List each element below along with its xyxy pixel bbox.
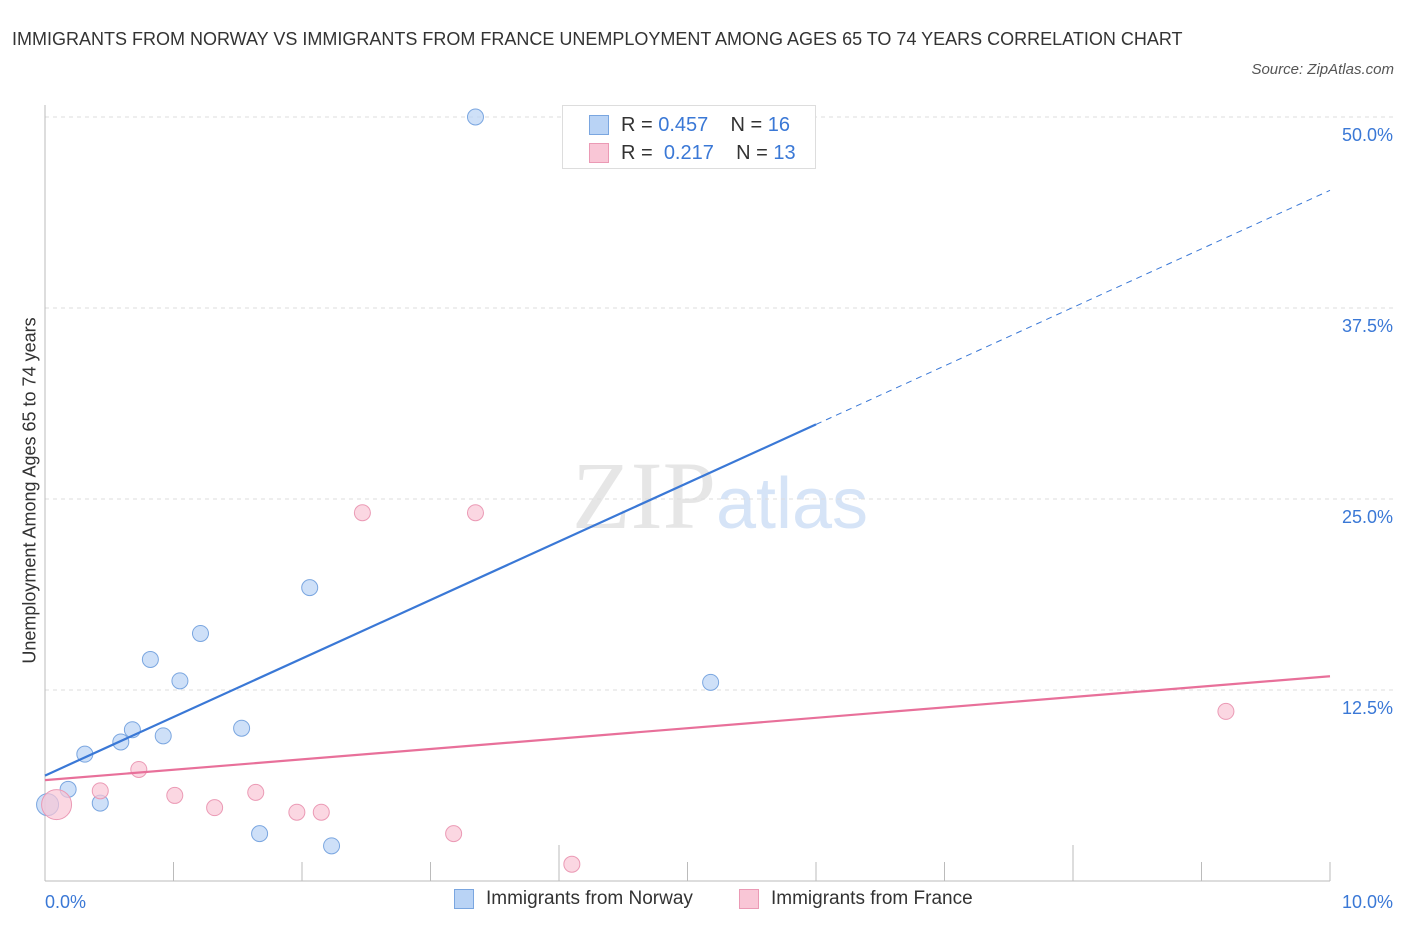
- watermark: ZIPatlas: [572, 442, 868, 549]
- y-axis-label: Unemployment Among Ages 65 to 74 years: [19, 317, 40, 664]
- norway-point: [301, 579, 319, 597]
- y-tick-label: 12.5%: [1342, 698, 1393, 718]
- norway-point: [323, 837, 341, 855]
- france-point: [466, 504, 484, 522]
- legend: R = 0.457 N = 16 R = 0.217 N = 13: [562, 105, 816, 169]
- y-tick-label: 37.5%: [1342, 316, 1393, 336]
- norway-point: [141, 650, 159, 668]
- y-tick-label: 25.0%: [1342, 507, 1393, 527]
- france-point: [166, 786, 184, 804]
- norway-trendline-extension: [815, 189, 1331, 425]
- norway-point: [171, 672, 189, 690]
- source: Source: ZipAtlas.com: [1251, 61, 1394, 78]
- france-point: [130, 760, 148, 778]
- legend-france: R = 0.217 N = 13: [589, 139, 796, 167]
- legend-norway: R = 0.457 N = 16: [589, 111, 790, 139]
- france-point: [312, 803, 330, 821]
- norway-point: [191, 624, 209, 642]
- france-point: [206, 799, 224, 817]
- norway-point: [233, 719, 251, 737]
- france-trendline: [44, 675, 1331, 782]
- france-point: [563, 855, 581, 873]
- norway-trendline: [44, 423, 817, 777]
- bottom-legend-france: Immigrants from France: [739, 888, 973, 910]
- france-point: [288, 803, 306, 821]
- norway-point: [154, 727, 172, 745]
- france-point: [353, 504, 371, 522]
- france-point: [41, 789, 73, 821]
- x-tick-label: 0.0%: [45, 892, 86, 912]
- bottom-legend-norway: Immigrants from Norway: [454, 888, 693, 910]
- france-point: [1217, 702, 1235, 720]
- norway-point: [466, 108, 484, 126]
- x-tick-label: 10.0%: [1342, 892, 1393, 912]
- norway-point: [702, 673, 720, 691]
- y-tick-label: 50.0%: [1342, 125, 1393, 145]
- france-point: [445, 825, 463, 843]
- chart-title: IMMIGRANTS FROM NORWAY VS IMMIGRANTS FRO…: [12, 29, 1183, 49]
- france-point: [247, 783, 265, 801]
- france-point: [91, 782, 109, 800]
- norway-point: [251, 825, 269, 843]
